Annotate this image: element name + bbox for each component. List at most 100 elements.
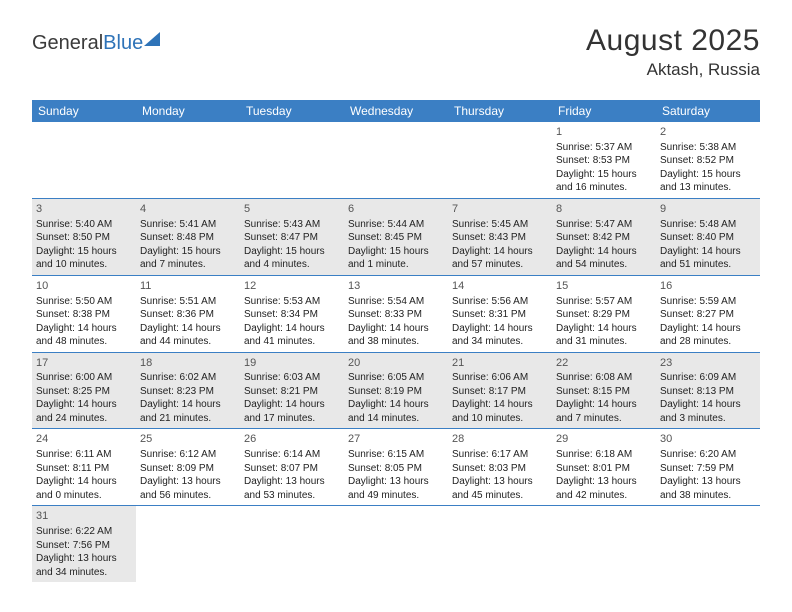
cell-sunrise: Sunrise: 6:03 AM <box>244 371 340 385</box>
day-number: 15 <box>556 279 652 294</box>
location-label: Aktash, Russia <box>586 60 760 80</box>
calendar-body: 1Sunrise: 5:37 AMSunset: 8:53 PMDaylight… <box>32 122 760 582</box>
cell-sunset: Sunset: 8:50 PM <box>36 231 132 245</box>
cell-sunset: Sunset: 8:47 PM <box>244 231 340 245</box>
cell-dl1: Daylight: 14 hours <box>36 475 132 489</box>
calendar-cell: 22Sunrise: 6:08 AMSunset: 8:15 PMDayligh… <box>552 353 656 429</box>
cell-sunrise: Sunrise: 5:45 AM <box>452 218 548 232</box>
day-number: 4 <box>140 202 236 217</box>
cell-dl1: Daylight: 14 hours <box>556 398 652 412</box>
calendar-cell: 19Sunrise: 6:03 AMSunset: 8:21 PMDayligh… <box>240 353 344 429</box>
cell-dl1: Daylight: 14 hours <box>556 322 652 336</box>
day-number: 2 <box>660 125 756 140</box>
cell-dl2: and 38 minutes. <box>660 489 756 503</box>
calendar-cell: 23Sunrise: 6:09 AMSunset: 8:13 PMDayligh… <box>656 353 760 429</box>
calendar-week: 24Sunrise: 6:11 AMSunset: 8:11 PMDayligh… <box>32 429 760 506</box>
month-title: August 2025 <box>586 24 760 58</box>
cell-sunrise: Sunrise: 6:11 AM <box>36 448 132 462</box>
cell-sunrise: Sunrise: 5:43 AM <box>244 218 340 232</box>
cell-dl2: and 14 minutes. <box>348 412 444 426</box>
calendar-cell <box>448 122 552 198</box>
cell-dl2: and 17 minutes. <box>244 412 340 426</box>
calendar-cell: 20Sunrise: 6:05 AMSunset: 8:19 PMDayligh… <box>344 353 448 429</box>
cell-sunset: Sunset: 8:31 PM <box>452 308 548 322</box>
calendar-week: 10Sunrise: 5:50 AMSunset: 8:38 PMDayligh… <box>32 276 760 353</box>
cell-sunset: Sunset: 8:42 PM <box>556 231 652 245</box>
calendar-cell: 18Sunrise: 6:02 AMSunset: 8:23 PMDayligh… <box>136 353 240 429</box>
weekday-sun: Sunday <box>32 100 136 122</box>
cell-sunrise: Sunrise: 6:12 AM <box>140 448 236 462</box>
calendar-week: 31Sunrise: 6:22 AMSunset: 7:56 PMDayligh… <box>32 506 760 582</box>
cell-sunrise: Sunrise: 5:51 AM <box>140 295 236 309</box>
calendar-cell: 15Sunrise: 5:57 AMSunset: 8:29 PMDayligh… <box>552 276 656 352</box>
cell-sunrise: Sunrise: 6:08 AM <box>556 371 652 385</box>
day-number: 7 <box>452 202 548 217</box>
cell-dl2: and 28 minutes. <box>660 335 756 349</box>
cell-sunrise: Sunrise: 5:40 AM <box>36 218 132 232</box>
cell-dl2: and 34 minutes. <box>36 566 132 580</box>
weekday-thu: Thursday <box>448 100 552 122</box>
weekday-fri: Friday <box>552 100 656 122</box>
cell-sunset: Sunset: 8:43 PM <box>452 231 548 245</box>
cell-dl2: and 49 minutes. <box>348 489 444 503</box>
cell-dl1: Daylight: 14 hours <box>452 245 548 259</box>
cell-dl2: and 10 minutes. <box>452 412 548 426</box>
weekday-sat: Saturday <box>656 100 760 122</box>
cell-dl1: Daylight: 14 hours <box>36 398 132 412</box>
cell-sunset: Sunset: 8:11 PM <box>36 462 132 476</box>
day-number: 11 <box>140 279 236 294</box>
cell-sunrise: Sunrise: 6:00 AM <box>36 371 132 385</box>
cell-sunrise: Sunrise: 5:47 AM <box>556 218 652 232</box>
calendar-cell <box>136 506 240 582</box>
cell-dl1: Daylight: 14 hours <box>140 322 236 336</box>
cell-sunrise: Sunrise: 5:59 AM <box>660 295 756 309</box>
cell-dl2: and 53 minutes. <box>244 489 340 503</box>
cell-sunset: Sunset: 7:59 PM <box>660 462 756 476</box>
cell-dl1: Daylight: 14 hours <box>140 398 236 412</box>
cell-sunrise: Sunrise: 5:38 AM <box>660 141 756 155</box>
cell-dl1: Daylight: 15 hours <box>140 245 236 259</box>
cell-dl2: and 56 minutes. <box>140 489 236 503</box>
calendar-cell: 30Sunrise: 6:20 AMSunset: 7:59 PMDayligh… <box>656 429 760 505</box>
cell-dl1: Daylight: 13 hours <box>140 475 236 489</box>
day-number: 28 <box>452 432 548 447</box>
cell-sunset: Sunset: 8:45 PM <box>348 231 444 245</box>
calendar-cell <box>136 122 240 198</box>
day-number: 20 <box>348 356 444 371</box>
cell-sunrise: Sunrise: 6:02 AM <box>140 371 236 385</box>
cell-dl1: Daylight: 14 hours <box>556 245 652 259</box>
logo-sail-icon <box>144 32 160 46</box>
day-number: 17 <box>36 356 132 371</box>
calendar-cell: 12Sunrise: 5:53 AMSunset: 8:34 PMDayligh… <box>240 276 344 352</box>
cell-dl1: Daylight: 13 hours <box>660 475 756 489</box>
cell-dl1: Daylight: 14 hours <box>452 398 548 412</box>
calendar-week: 17Sunrise: 6:00 AMSunset: 8:25 PMDayligh… <box>32 353 760 430</box>
cell-dl1: Daylight: 14 hours <box>660 322 756 336</box>
cell-sunset: Sunset: 8:53 PM <box>556 154 652 168</box>
calendar-week: 1Sunrise: 5:37 AMSunset: 8:53 PMDaylight… <box>32 122 760 199</box>
calendar-cell <box>32 122 136 198</box>
cell-sunset: Sunset: 8:23 PM <box>140 385 236 399</box>
cell-sunset: Sunset: 8:40 PM <box>660 231 756 245</box>
logo-text-1: General <box>32 32 103 54</box>
cell-sunrise: Sunrise: 5:53 AM <box>244 295 340 309</box>
cell-dl2: and 48 minutes. <box>36 335 132 349</box>
cell-dl2: and 34 minutes. <box>452 335 548 349</box>
cell-sunrise: Sunrise: 5:50 AM <box>36 295 132 309</box>
cell-dl1: Daylight: 15 hours <box>36 245 132 259</box>
cell-sunset: Sunset: 8:36 PM <box>140 308 236 322</box>
calendar-cell: 25Sunrise: 6:12 AMSunset: 8:09 PMDayligh… <box>136 429 240 505</box>
cell-dl2: and 1 minute. <box>348 258 444 272</box>
cell-dl2: and 7 minutes. <box>556 412 652 426</box>
calendar-cell: 9Sunrise: 5:48 AMSunset: 8:40 PMDaylight… <box>656 199 760 275</box>
cell-sunset: Sunset: 8:48 PM <box>140 231 236 245</box>
calendar-cell: 17Sunrise: 6:00 AMSunset: 8:25 PMDayligh… <box>32 353 136 429</box>
cell-sunrise: Sunrise: 5:41 AM <box>140 218 236 232</box>
calendar-cell: 13Sunrise: 5:54 AMSunset: 8:33 PMDayligh… <box>344 276 448 352</box>
cell-sunrise: Sunrise: 6:20 AM <box>660 448 756 462</box>
cell-sunrise: Sunrise: 5:54 AM <box>348 295 444 309</box>
cell-dl1: Daylight: 14 hours <box>452 322 548 336</box>
cell-dl1: Daylight: 13 hours <box>36 552 132 566</box>
day-number: 30 <box>660 432 756 447</box>
calendar-cell <box>240 122 344 198</box>
